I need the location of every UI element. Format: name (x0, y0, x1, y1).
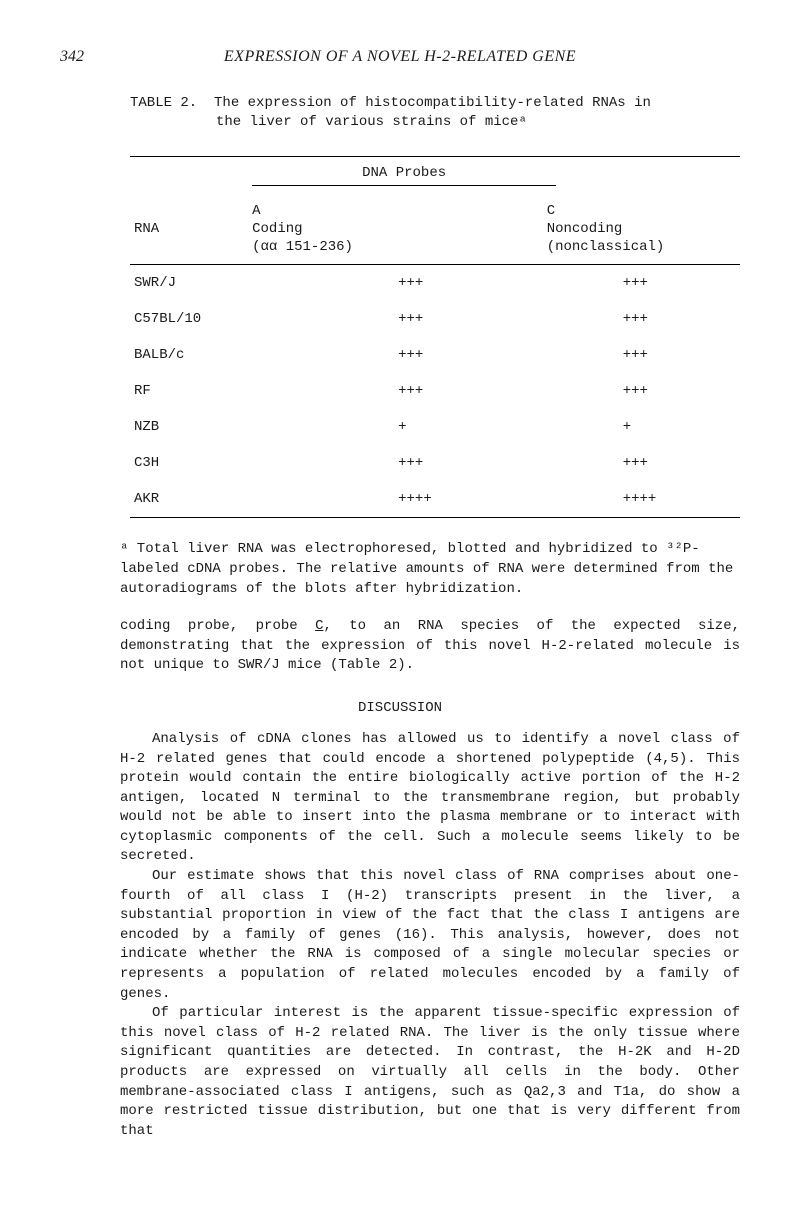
page-number: 342 (60, 48, 130, 66)
probes-label: DNA Probes (252, 165, 556, 186)
col-c-cell: + (543, 409, 740, 445)
table-caption: TABLE 2. The expression of histocompatib… (130, 94, 740, 132)
col-a-cell: +++ (248, 373, 543, 409)
col-a-cell: +++ (248, 301, 543, 337)
col-a-cell: +++ (248, 337, 543, 373)
col-c-cell: +++ (543, 265, 740, 302)
rna-cell: C57BL/10 (130, 301, 248, 337)
col-c-cell: ++++ (543, 481, 740, 518)
page: 342 EXPRESSION OF A NOVEL H-2-RELATED GE… (0, 0, 800, 1181)
col-a-cell: ++++ (248, 481, 543, 518)
discussion-heading: DISCUSSION (60, 700, 740, 716)
body-paragraph-3: Of particular interest is the apparent t… (120, 1004, 740, 1141)
table-caption-line1: The expression of histocompatibility-rel… (214, 95, 651, 111)
col-c-mid: Noncoding (547, 220, 736, 238)
table-row: DNA Probes (130, 156, 740, 194)
table-footnote: ᵃ Total liver RNA was electrophoresed, b… (120, 540, 740, 599)
table-row: AKR++++++++ (130, 481, 740, 518)
page-header: 342 EXPRESSION OF A NOVEL H-2-RELATED GE… (60, 48, 740, 66)
rna-cell: NZB (130, 409, 248, 445)
col-c-cell: +++ (543, 445, 740, 481)
col-a-cell: +++ (248, 445, 543, 481)
table-row: SWR/J++++++ (130, 265, 740, 302)
col-c-cell: +++ (543, 337, 740, 373)
col-a-top: A (252, 202, 539, 220)
rna-cell: C3H (130, 445, 248, 481)
table-row: RNA A Coding (αα 151-236) C Noncoding (n… (130, 194, 740, 265)
col-a-bot: (αα 151-236) (252, 238, 539, 256)
col-c-bot: (nonclassical) (547, 238, 736, 256)
coding-probe-paragraph: coding probe, probe C, to an RNA species… (120, 617, 740, 676)
table-label: TABLE 2. (130, 95, 197, 111)
table-body: SWR/J++++++C57BL/10++++++BALB/c++++++RF+… (130, 265, 740, 518)
para-pre: coding probe, probe (120, 618, 315, 634)
col-a-cell: +++ (248, 265, 543, 302)
col-c-top: C (547, 202, 736, 220)
table-row: NZB++ (130, 409, 740, 445)
col-a-cell: + (248, 409, 543, 445)
rna-col-label: RNA (134, 220, 244, 238)
data-table: DNA Probes RNA A Coding (αα 151-236) C N… (130, 156, 740, 519)
table-wrap: DNA Probes RNA A Coding (αα 151-236) C N… (130, 156, 740, 519)
table-row: C3H++++++ (130, 445, 740, 481)
table-caption-line2: the liver of various strains of miceᵃ (216, 113, 740, 132)
col-c-cell: +++ (543, 373, 740, 409)
rna-cell: AKR (130, 481, 248, 518)
running-title: EXPRESSION OF A NOVEL H-2-RELATED GENE (130, 48, 740, 66)
col-c-cell: +++ (543, 301, 740, 337)
rna-cell: BALB/c (130, 337, 248, 373)
table-row: BALB/c++++++ (130, 337, 740, 373)
col-a-mid: Coding (252, 220, 539, 238)
rna-cell: RF (130, 373, 248, 409)
table-row (130, 518, 740, 519)
rna-cell: SWR/J (130, 265, 248, 302)
table-row: RF++++++ (130, 373, 740, 409)
table-row: C57BL/10++++++ (130, 301, 740, 337)
body-paragraph-1: Analysis of cDNA clones has allowed us t… (120, 730, 740, 867)
body-paragraph-2: Our estimate shows that this novel class… (120, 867, 740, 1004)
